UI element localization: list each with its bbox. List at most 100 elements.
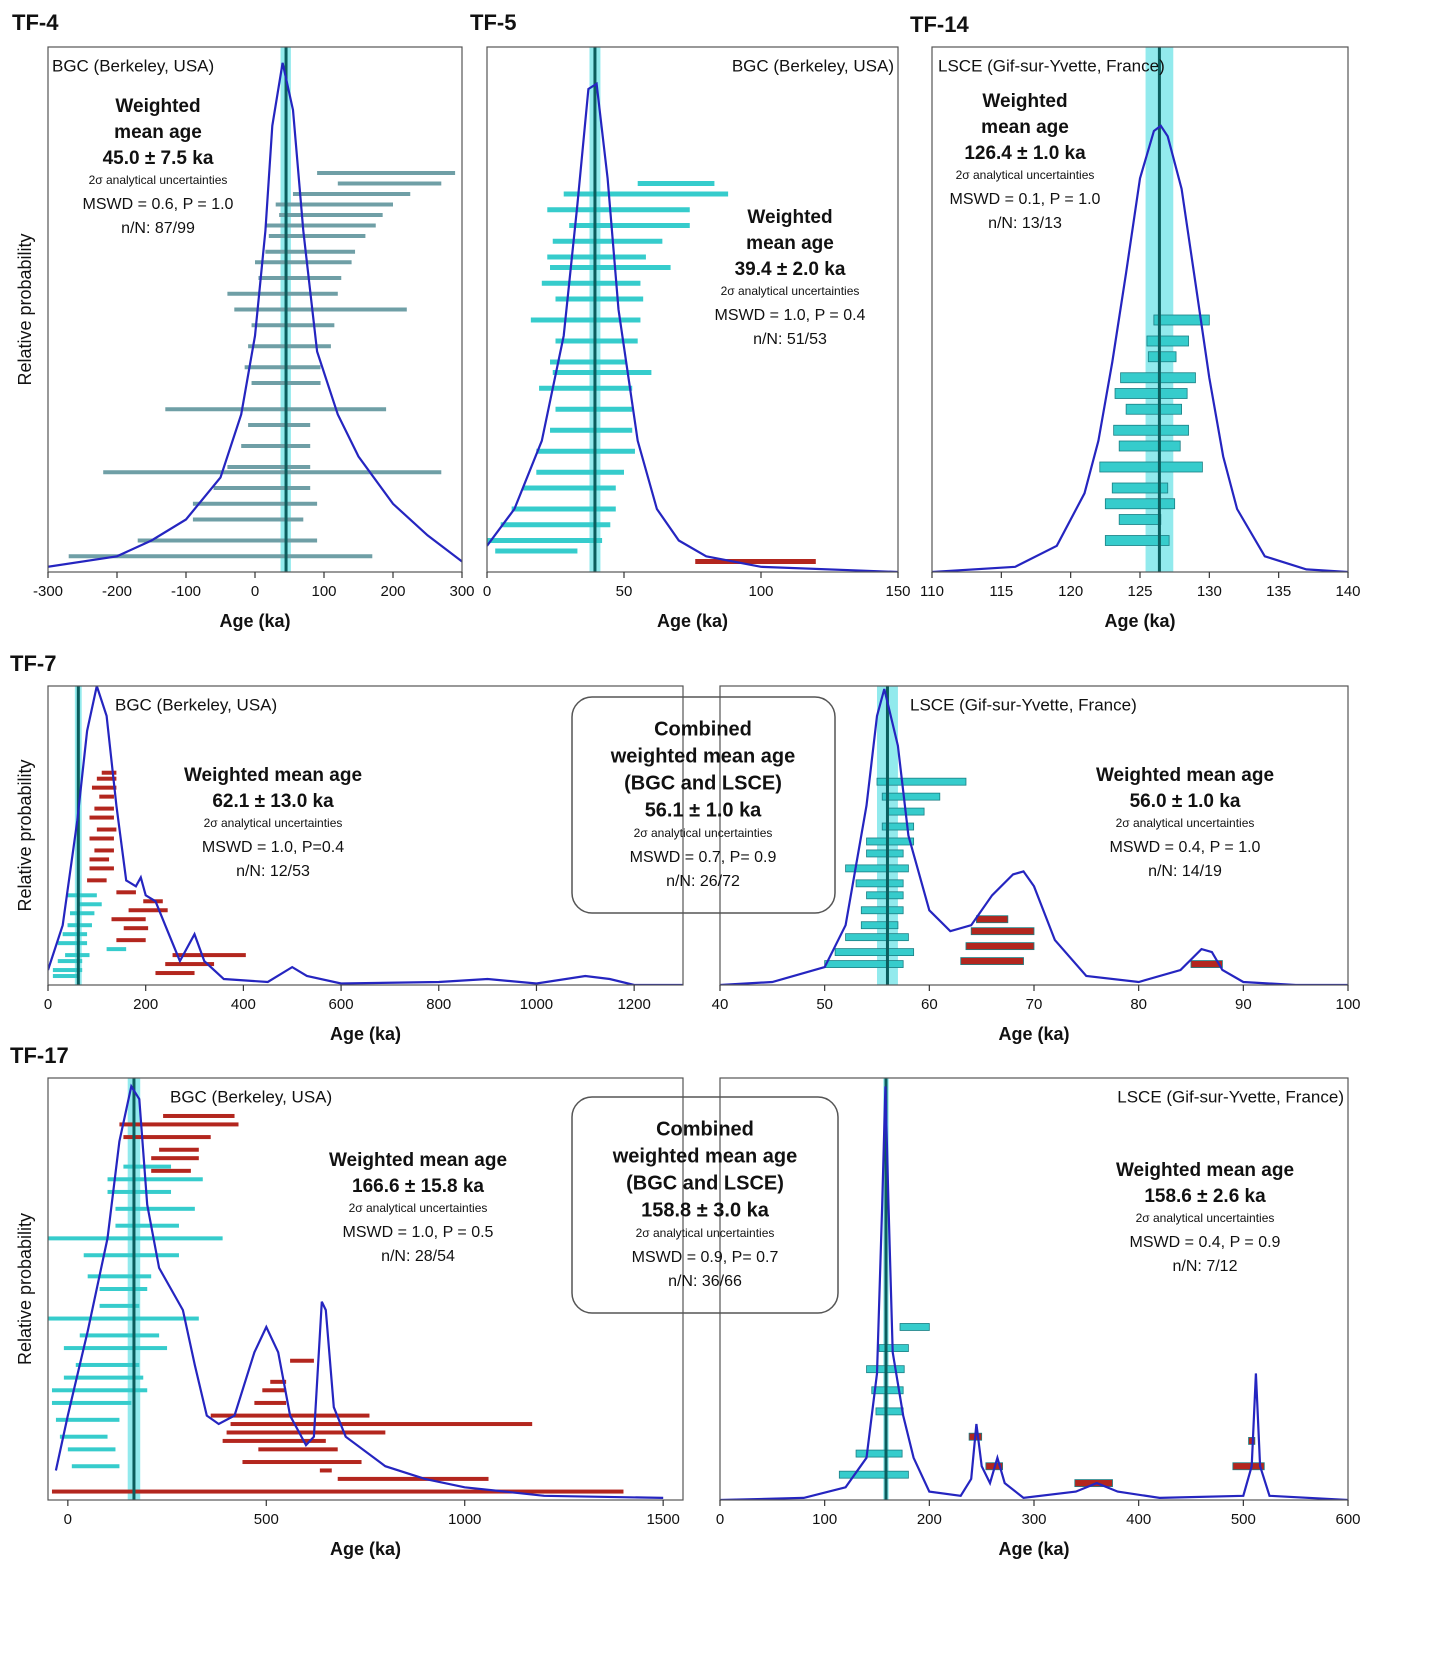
grain-age xyxy=(234,307,407,312)
grain-age xyxy=(55,1417,120,1422)
x-tick-label: 110 xyxy=(920,583,944,600)
grain-age xyxy=(258,276,342,280)
x-tick-label: 120 xyxy=(1058,583,1083,600)
lab-label: LSCE (Gif-sur-Yvette, France) xyxy=(938,56,1165,75)
stats-line: n/N: 51/53 xyxy=(753,331,827,348)
grain-age xyxy=(1190,960,1223,968)
grain-age xyxy=(248,344,331,349)
grain-age xyxy=(970,927,1035,936)
grain-age xyxy=(695,559,816,564)
x-tick-label: 300 xyxy=(449,583,474,600)
probability-curve xyxy=(487,81,898,572)
stats-line: n/N: 13/13 xyxy=(988,215,1062,232)
grain-age xyxy=(115,1223,179,1228)
stats-line: MSWD = 1.0, P = 0.4 xyxy=(715,307,866,324)
grain-age xyxy=(99,1287,148,1291)
grain-age xyxy=(555,296,644,302)
grain-age xyxy=(317,171,456,175)
lab-label: BGC (Berkeley, USA) xyxy=(115,695,277,714)
x-tick-label: 115 xyxy=(989,583,1013,600)
grain-age xyxy=(87,1274,152,1279)
grain-age xyxy=(866,891,904,900)
grain-age xyxy=(52,974,78,979)
panel: 0 500 1000 1500 Age (ka) Relative probability… xyxy=(10,1043,684,1559)
grain-age xyxy=(57,941,88,946)
grain-age xyxy=(555,338,638,344)
lab-label: BGC (Berkeley, USA) xyxy=(52,56,214,75)
grain-age xyxy=(151,1156,199,1161)
x-tick-label: 500 xyxy=(254,1511,279,1528)
grain-age xyxy=(251,323,335,328)
combined-box xyxy=(571,1096,839,1314)
lab-label: LSCE (Gif-sur-Yvette, France) xyxy=(1117,1087,1344,1106)
probability-curve xyxy=(54,1083,664,1499)
grain-age xyxy=(539,385,633,391)
x-tick-label: 0 xyxy=(483,583,491,600)
stats-heading: 158.6 ± 2.6 ka xyxy=(1144,1186,1266,1207)
grain-age xyxy=(834,948,915,957)
grain-age xyxy=(292,192,411,196)
stats-heading: 56.0 ± 1.0 ka xyxy=(1130,791,1241,812)
grain-age xyxy=(881,792,941,801)
grain-age xyxy=(63,1346,168,1351)
panel-title: TF-5 xyxy=(470,10,516,35)
grain-age xyxy=(159,1147,199,1152)
grain-age xyxy=(487,538,603,543)
grain-age xyxy=(52,968,83,973)
grain-age xyxy=(77,902,102,907)
stats-heading: Weighted mean age xyxy=(1096,765,1274,786)
plot-area xyxy=(48,1078,664,1500)
x-tick-label: 1200 xyxy=(617,996,650,1013)
x-tick-label: 0 xyxy=(716,1511,724,1528)
grain-age xyxy=(547,254,646,260)
plot-area xyxy=(720,1078,1348,1500)
stats-note: 2σ analytical uncertainties xyxy=(349,1201,488,1215)
x-tick-label: 40 xyxy=(712,996,729,1013)
grain-age xyxy=(59,1434,108,1439)
grain-age xyxy=(91,785,117,790)
stats-note: 2σ analytical uncertainties xyxy=(1136,1211,1275,1225)
grain-age xyxy=(143,899,163,904)
stats-heading: 45.0 ± 7.5 ka xyxy=(103,148,214,169)
x-tick-label: 100 xyxy=(812,1511,837,1528)
panel: 110 115 120 125 130 135 140 Age (ka) TF-14 LSCE (… xyxy=(910,12,1361,631)
grain-age xyxy=(68,554,373,559)
stats-line: n/N: 87/99 xyxy=(121,220,195,237)
grain-age xyxy=(227,291,338,296)
grain-age xyxy=(552,370,652,375)
grain-age xyxy=(899,1323,930,1331)
grain-age xyxy=(96,776,117,781)
grain-age xyxy=(960,957,1024,965)
stats-line: n/N: 7/12 xyxy=(1173,1258,1238,1275)
grain-age xyxy=(1153,314,1210,326)
grain-age xyxy=(258,1447,338,1452)
x-tick-label: 70 xyxy=(1026,996,1043,1013)
grain-age xyxy=(838,1470,909,1479)
probability-curve xyxy=(720,688,1348,985)
grain-age xyxy=(845,864,909,873)
x-tick-label: 1000 xyxy=(448,1511,481,1528)
grain-age xyxy=(151,1168,191,1173)
grain-age xyxy=(550,265,671,270)
grain-age xyxy=(265,223,376,228)
grain-age xyxy=(192,501,318,506)
stats-note: 2σ analytical uncertainties xyxy=(721,284,860,298)
stats-heading: Combined xyxy=(654,718,752,740)
grain-age xyxy=(48,1236,223,1241)
grain-age xyxy=(881,822,915,831)
grain-age xyxy=(275,202,393,207)
stats-heading: 158.8 ± 3.0 ka xyxy=(641,1199,770,1221)
x-tick-label: 130 xyxy=(1197,583,1222,600)
plot-frame xyxy=(486,46,899,573)
grain-age xyxy=(255,260,352,265)
grain-age xyxy=(115,1206,195,1211)
x-tick-label: 0 xyxy=(251,583,259,600)
grain-age xyxy=(165,962,215,967)
grain-age xyxy=(244,365,321,370)
grain-age xyxy=(51,1388,148,1393)
grain-age xyxy=(536,448,635,454)
grain-age xyxy=(552,238,663,244)
probability-curve xyxy=(48,62,462,568)
grain-age xyxy=(254,1400,287,1405)
grain-age xyxy=(500,522,611,528)
